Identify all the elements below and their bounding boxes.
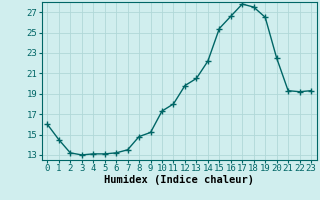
X-axis label: Humidex (Indice chaleur): Humidex (Indice chaleur) bbox=[104, 175, 254, 185]
